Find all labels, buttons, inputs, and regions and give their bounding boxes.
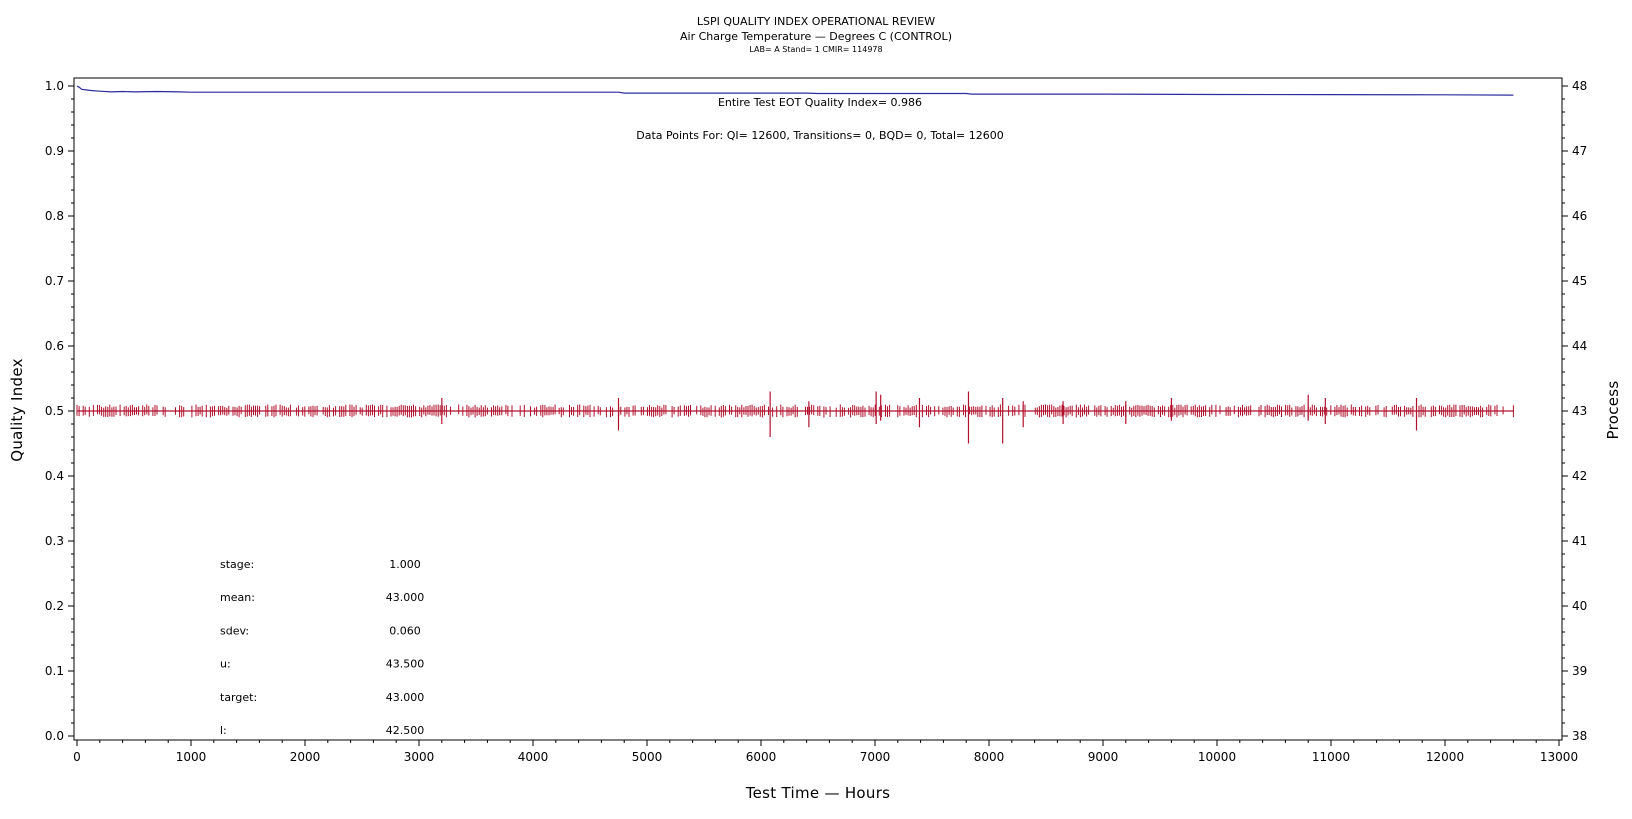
x-tick-label: 7000 [860,750,891,764]
y-tick-label: 0.8 [45,209,64,223]
x-tick-label: 13000 [1540,750,1578,764]
y2-axis-label: Process [1604,380,1622,439]
y2-tick-label: 45 [1572,274,1587,288]
x-tick-label: 8000 [974,750,1005,764]
stat-label: l: [220,724,227,737]
x-tick-label: 6000 [746,750,777,764]
plot-frame [73,77,1563,741]
y-axis-label: Quality Index [8,358,26,462]
y-tick-label: 0.9 [45,144,64,158]
y2-tick-label: 43 [1572,404,1587,418]
stat-value: 43.000 [386,591,425,604]
y2-tick-label: 42 [1572,469,1587,483]
y-tick-label: 1.0 [45,79,64,93]
y2-tick-label: 48 [1572,79,1587,93]
y2-tick-label: 38 [1572,729,1587,743]
x-tick-label: 2000 [290,750,321,764]
stats-block: stage: 1.000 mean: 43.000 sdev: 0.060 u: 43.500… [220,558,424,737]
axis-ticks: 0 1000 2000 3000 4000 5000 6000 7000 8000 9000 100… [45,79,1587,764]
x-axis-label: Test Time — Hours [745,784,891,802]
y-tick-label: 0.0 [45,729,64,743]
stat-value: 43.000 [386,691,425,704]
chart-title: LSPI QUALITY INDEX OPERATIONAL REVIEW [697,15,935,28]
x-tick-label: 4000 [518,750,549,764]
x-tick-label: 0 [73,750,81,764]
x-tick-label: 9000 [1088,750,1119,764]
stat-label: target: [220,691,257,704]
y-tick-label: 0.2 [45,599,64,613]
chart-subtitle-2: LAB= A Stand= 1 CMIR= 114978 [749,45,882,54]
x-tick-label: 1000 [176,750,207,764]
y-tick-label: 0.4 [45,469,64,483]
stat-label: u: [220,658,231,671]
chart-subtitle: Air Charge Temperature — Degrees C (CONT… [680,30,952,43]
x-tick-label: 3000 [404,750,435,764]
y2-tick-label: 39 [1572,664,1587,678]
stat-label: mean: [220,591,255,604]
y2-tick-label: 40 [1572,599,1587,613]
x-tick-label: 5000 [632,750,663,764]
stat-label: sdev: [220,624,249,637]
y-tick-label: 0.3 [45,534,64,548]
y2-tick-label: 44 [1572,339,1587,353]
stat-value: 42.500 [386,724,425,737]
chart-header: LSPI QUALITY INDEX OPERATIONAL REVIEW Ai… [680,15,952,54]
y2-tick-label: 46 [1572,209,1587,223]
stat-value: 43.500 [386,658,425,671]
y-tick-label: 0.6 [45,339,64,353]
stat-value: 1.000 [389,558,421,571]
stat-value: 0.060 [389,624,421,637]
x-tick-label: 12000 [1426,750,1464,764]
x-tick-label: 11000 [1312,750,1350,764]
data-points-annotation: Data Points For: QI= 12600, Transitions=… [636,129,1004,142]
quality-index-line [76,85,1514,96]
y2-tick-label: 41 [1572,534,1587,548]
y2-tick-label: 47 [1572,144,1587,158]
eot-annotation: Entire Test EOT Quality Index= 0.986 [718,96,922,109]
x-tick-label: 10000 [1198,750,1236,764]
y-tick-label: 0.7 [45,274,64,288]
y-tick-label: 0.1 [45,664,64,678]
y-tick-label: 0.5 [45,404,64,418]
series-layer [76,85,1514,444]
stat-label: stage: [220,558,254,571]
